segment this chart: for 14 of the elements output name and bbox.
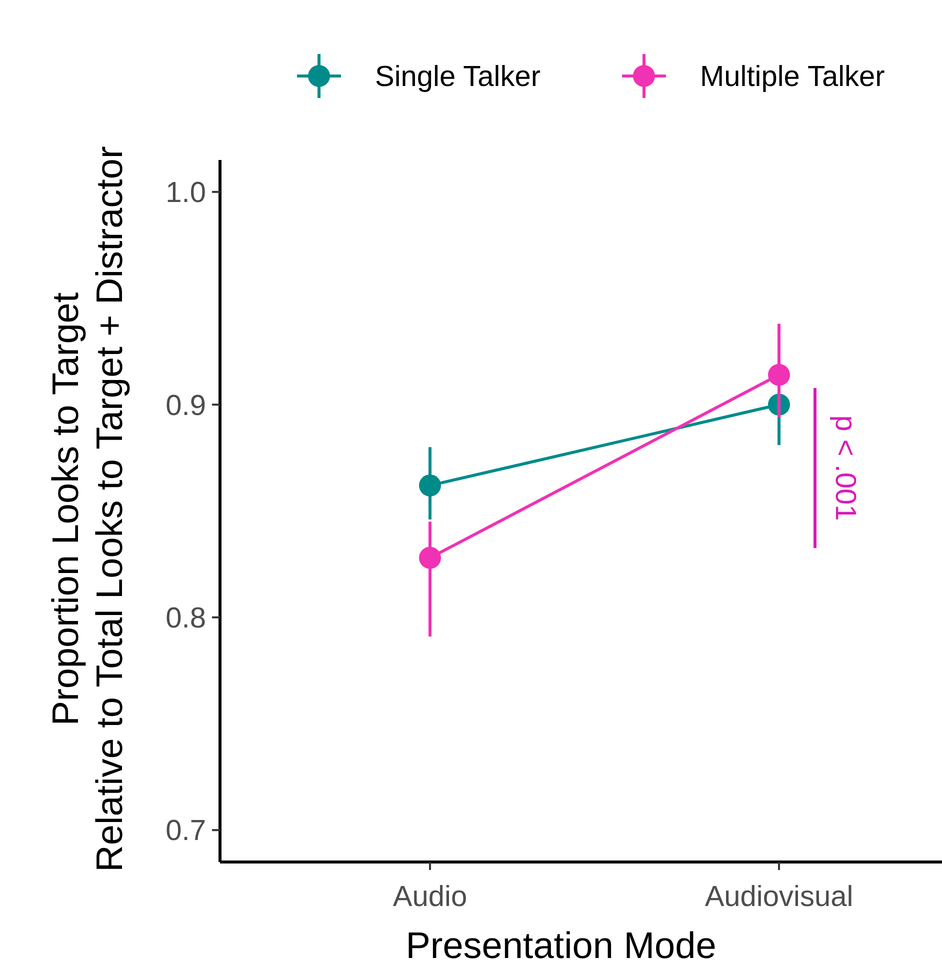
y-tick-label: 1.0 [166,177,206,210]
y-tick-label: 0.9 [166,390,206,422]
y-axis-title: Proportion Looks to Target Relative to Total Looks to Target + Distractor [45,146,130,872]
x-axis-title: Presentation Mode [406,925,716,966]
point [419,546,441,569]
y-tick-label: 0.8 [166,602,206,635]
x-tick-label: Audiovisual [704,881,854,913]
point [768,364,790,386]
x-tick-label: Audio [392,881,468,913]
y-tick-label: 0.7 [166,815,206,848]
legend-label: Single Talker [375,61,541,94]
point [419,474,441,496]
legend-label: Multiple Talker [700,61,886,94]
annotation: p < .001 [828,415,861,521]
